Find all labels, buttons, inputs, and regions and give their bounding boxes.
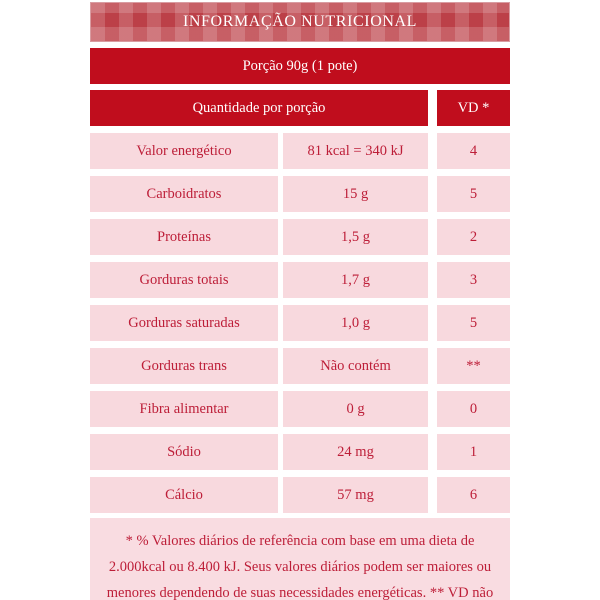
column-header-vd: VD * [437, 90, 510, 126]
nutrient-value: 15 g [283, 176, 428, 212]
nutrient-value: 81 kcal = 340 kJ [283, 133, 428, 169]
nutrient-vd: 3 [437, 262, 510, 298]
nutrient-name: Gorduras trans [90, 348, 278, 384]
footnote: * % Valores diários de referência com ba… [90, 518, 510, 600]
nutrient-row: Sódio 24 mg 1 [90, 434, 510, 470]
nutrient-value: 1,5 g [283, 219, 428, 255]
nutrient-name: Carboidratos [90, 176, 278, 212]
nutrient-name: Valor energético [90, 133, 278, 169]
nutrient-row: Gorduras totais 1,7 g 3 [90, 262, 510, 298]
nutrient-value: 24 mg [283, 434, 428, 470]
nutrient-value: 0 g [283, 391, 428, 427]
nutrient-row: Proteínas 1,5 g 2 [90, 219, 510, 255]
nutrient-vd: 6 [437, 477, 510, 513]
nutrient-name: Gorduras saturadas [90, 305, 278, 341]
nutrient-row: Cálcio 57 mg 6 [90, 477, 510, 513]
nutrient-name: Fibra alimentar [90, 391, 278, 427]
nutrient-vd: 4 [437, 133, 510, 169]
nutrient-vd: 0 [437, 391, 510, 427]
portion-row: Porção 90g (1 pote) [90, 48, 510, 84]
portion-text: Porção 90g (1 pote) [242, 57, 358, 74]
nutrient-value: 1,0 g [283, 305, 428, 341]
nutrient-vd: 1 [437, 434, 510, 470]
nutrient-value: 1,7 g [283, 262, 428, 298]
nutrient-vd: 5 [437, 305, 510, 341]
nutrient-row: Fibra alimentar 0 g 0 [90, 391, 510, 427]
nutrient-name: Proteínas [90, 219, 278, 255]
nutrient-value: 57 mg [283, 477, 428, 513]
column-header-quantity: Quantidade por porção [90, 90, 428, 126]
column-header-row: Quantidade por porção VD * [90, 90, 510, 126]
column-gap [428, 90, 437, 126]
nutrient-row: Gorduras trans Não contém ** [90, 348, 510, 384]
nutrient-row: Carboidratos 15 g 5 [90, 176, 510, 212]
nutrient-name: Cálcio [90, 477, 278, 513]
label-title-bar: INFORMAÇÃO NUTRICIONAL [90, 2, 510, 42]
nutrition-label: INFORMAÇÃO NUTRICIONAL Porção 90g (1 pot… [90, 2, 510, 600]
nutrient-vd: 2 [437, 219, 510, 255]
nutrient-row: Gorduras saturadas 1,0 g 5 [90, 305, 510, 341]
nutrient-vd: 5 [437, 176, 510, 212]
nutrient-value: Não contém [283, 348, 428, 384]
nutrient-name: Sódio [90, 434, 278, 470]
label-title: INFORMAÇÃO NUTRICIONAL [182, 13, 418, 30]
nutrient-name: Gorduras totais [90, 262, 278, 298]
nutrient-vd: ** [437, 348, 510, 384]
nutrient-row: Valor energético 81 kcal = 340 kJ 4 [90, 133, 510, 169]
